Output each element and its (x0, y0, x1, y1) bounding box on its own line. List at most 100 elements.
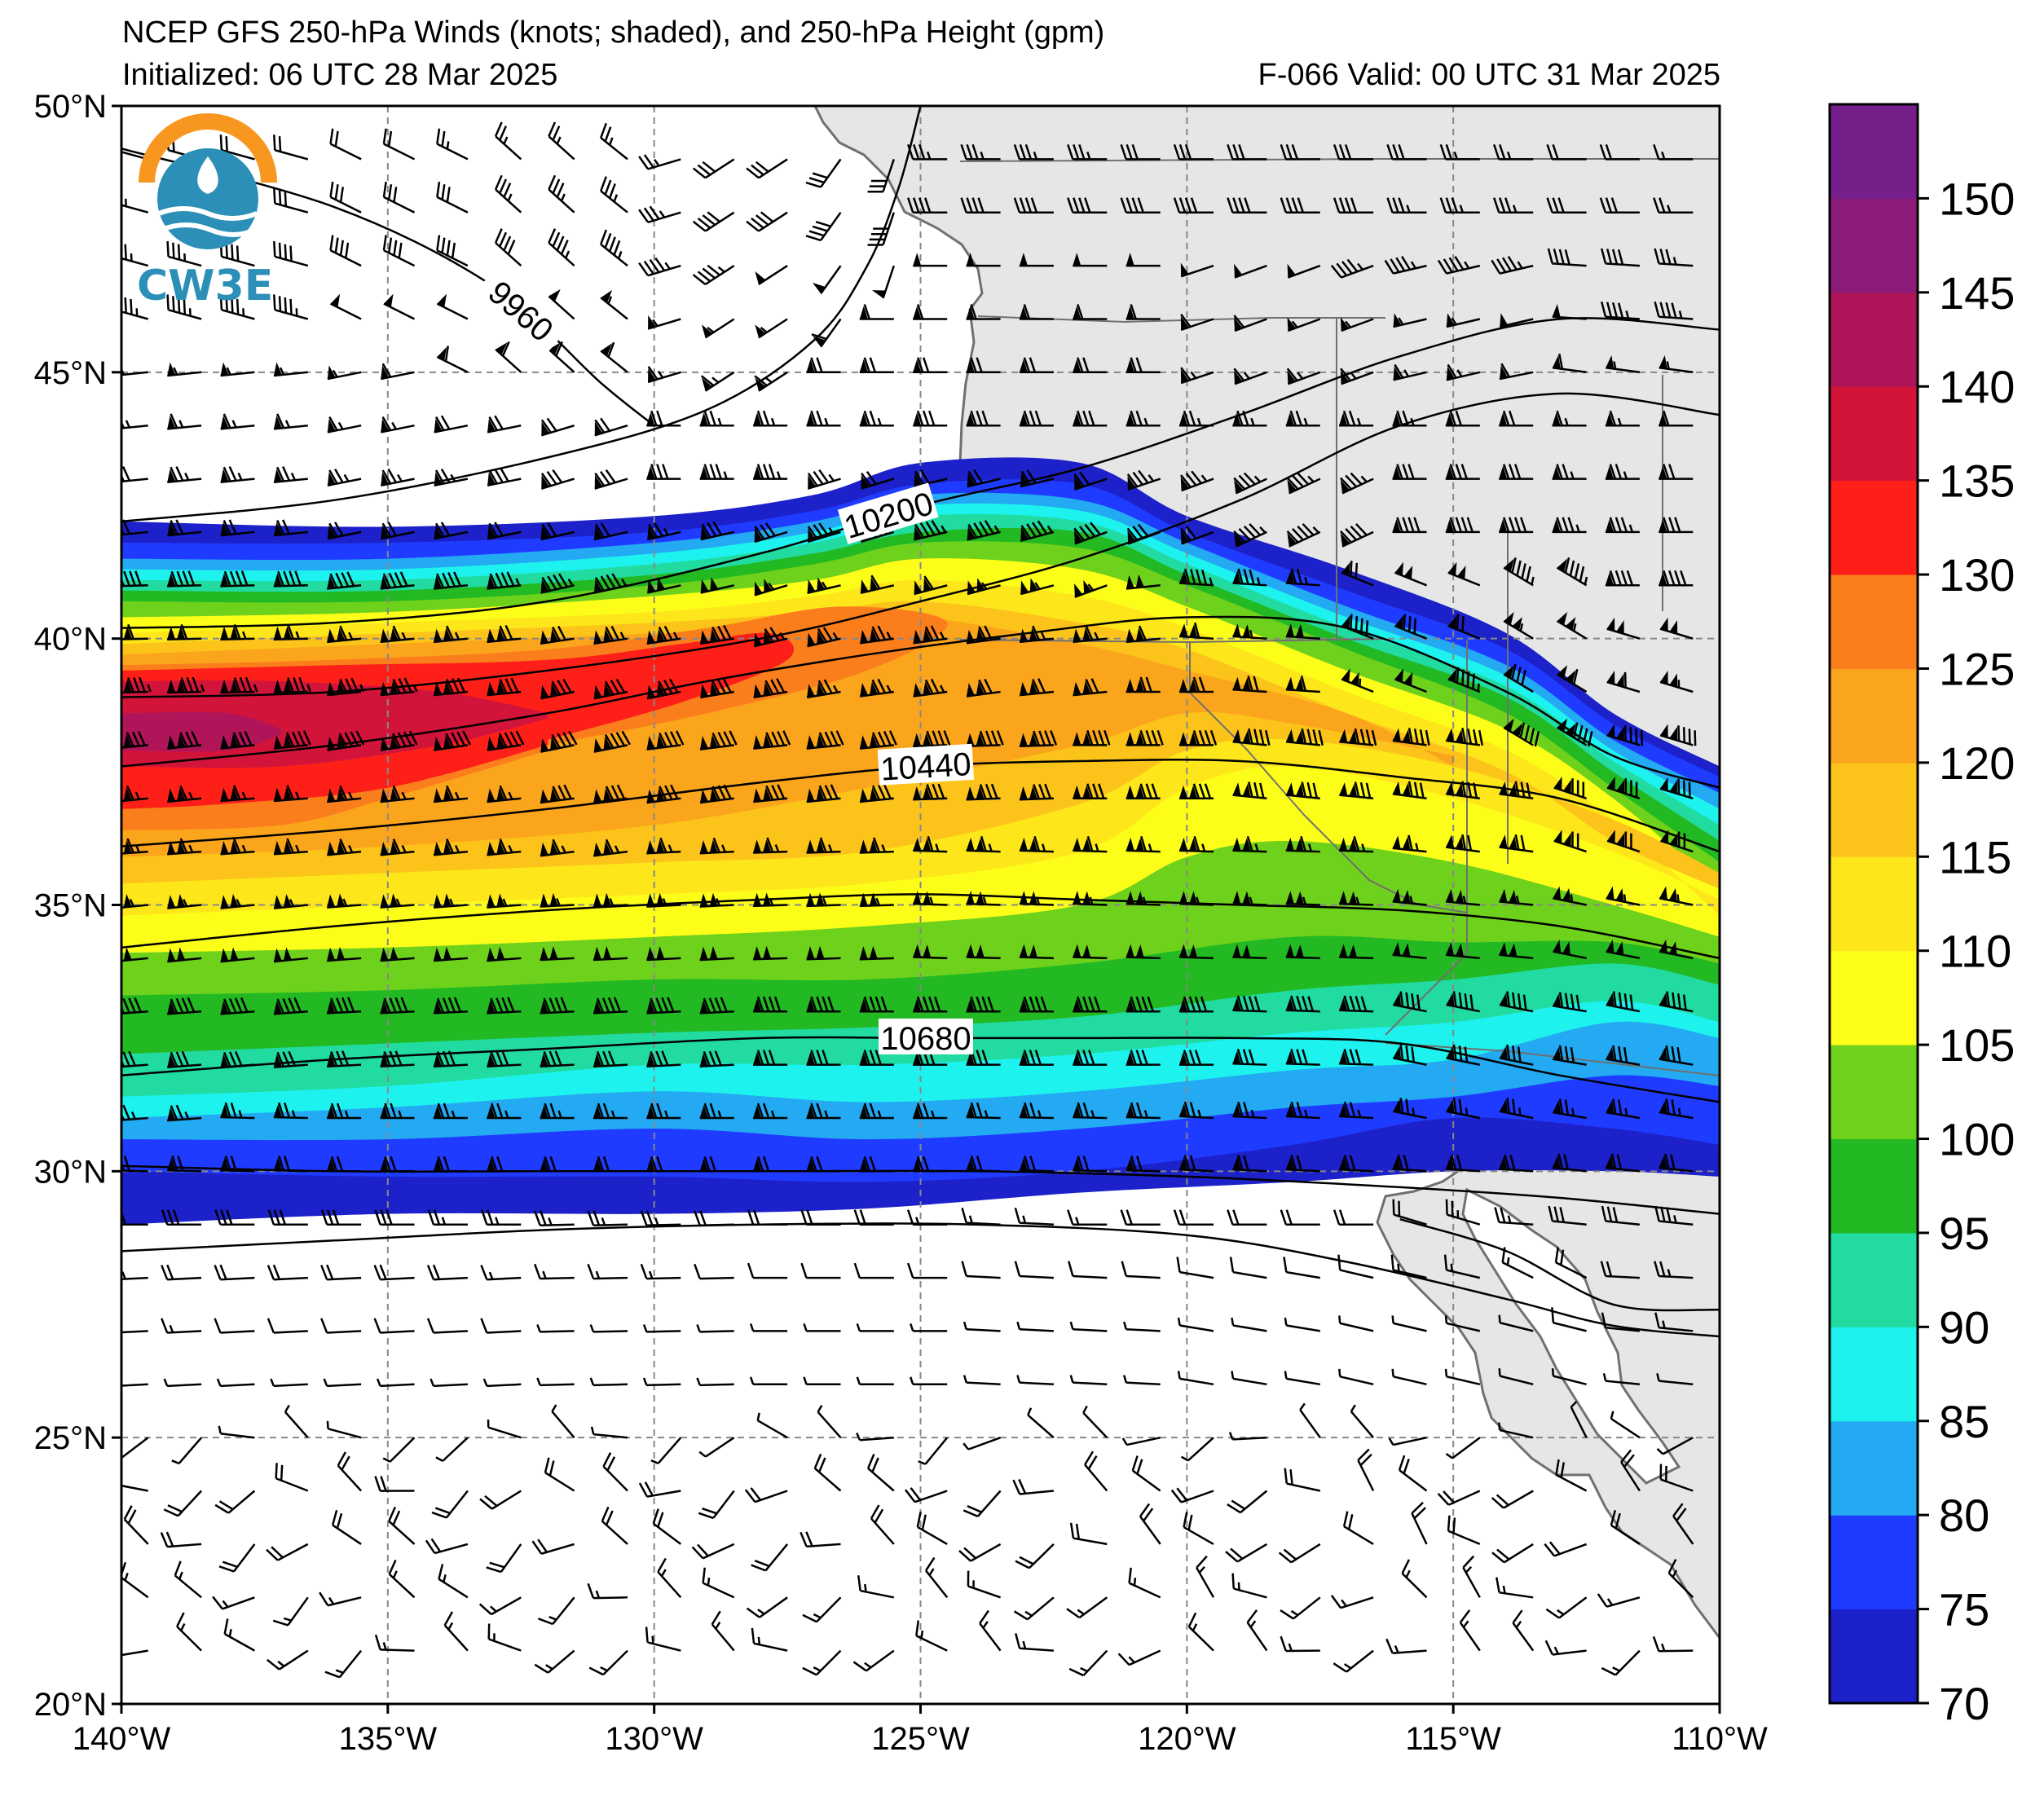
wind-barb (1437, 1490, 1481, 1506)
wind-barb (1447, 614, 1481, 640)
wind-barb (754, 579, 788, 596)
wind-barb (600, 341, 628, 373)
wind-barb (216, 1378, 255, 1388)
wind-barb (852, 1649, 895, 1672)
colorbar-segment (1830, 1515, 1918, 1610)
wind-barb (811, 318, 842, 348)
wind-speed-band (121, 711, 282, 752)
wind-barb (436, 293, 469, 320)
wind-barb (380, 893, 415, 909)
wind-barb (1499, 1154, 1534, 1173)
wind-barb (167, 623, 202, 640)
wind-barb (426, 1318, 468, 1334)
wave-icon (157, 206, 258, 221)
wind-barb (380, 625, 415, 644)
colorbar-tick-label: 130 (1939, 549, 2015, 601)
wind-barb (1019, 944, 1054, 960)
colorbar-segment (1830, 292, 1918, 387)
wind-barb (961, 1207, 1001, 1226)
wind-barb (806, 357, 841, 374)
wind-barb (329, 235, 362, 267)
wind-barb (380, 1156, 415, 1173)
wind-barb (1285, 728, 1324, 746)
wind-barb (918, 1437, 949, 1465)
wind-barb (121, 466, 148, 484)
wind-barb (694, 1263, 734, 1280)
wind-barb (540, 730, 578, 753)
wind-barb (327, 416, 362, 434)
wind-barb (807, 577, 841, 595)
wind-barb (381, 469, 415, 487)
wind-barb (1073, 1050, 1108, 1066)
wind-barb (966, 783, 1001, 801)
wind-barb (1446, 1098, 1481, 1120)
wind-barb (273, 676, 311, 694)
wind-barb (699, 784, 734, 804)
wind-barb (212, 1596, 255, 1610)
wind-barb (1599, 197, 1640, 213)
wind-barb (907, 1262, 948, 1279)
wind-barb (427, 1209, 468, 1226)
wind-barb (700, 521, 734, 541)
wind-barb (699, 730, 738, 751)
lon-tick-label: 135°W (339, 1721, 438, 1757)
wind-barb (587, 1210, 628, 1226)
wind-barb (1019, 1050, 1054, 1066)
wind-barb (1131, 1455, 1161, 1492)
wind-barb (915, 1620, 948, 1652)
wind-barb (960, 197, 1001, 213)
wind-barb (593, 678, 628, 700)
wind-barb (1286, 368, 1321, 385)
wind-barb (1512, 1609, 1535, 1652)
wind-barb (1126, 891, 1161, 906)
wind-barb (1446, 781, 1480, 800)
wind-barb (802, 1596, 842, 1623)
wind-barb (214, 1209, 255, 1226)
wind-barb (494, 121, 522, 161)
wind-barb (870, 1504, 895, 1545)
wind-barb (1232, 1101, 1267, 1120)
wind-barb (1073, 304, 1108, 320)
sun-arc-icon (139, 113, 277, 183)
colorbar-tick-label: 120 (1939, 737, 2015, 789)
wind-barb (699, 946, 734, 962)
wind-barb (691, 1543, 735, 1560)
wind-barb (812, 265, 842, 295)
wind-barb (1552, 1153, 1587, 1173)
height-contour-line (121, 317, 1720, 629)
wind-barb (1556, 665, 1588, 693)
wind-barb (646, 625, 681, 645)
wind-barb (1339, 995, 1374, 1013)
wind-barb (326, 1420, 362, 1439)
wind-barb (220, 997, 255, 1015)
wind-barb (1187, 1612, 1214, 1652)
wind-barb (1232, 410, 1267, 427)
wind-barb (166, 294, 202, 320)
wind-barb (121, 136, 149, 161)
wind-barb (646, 946, 681, 962)
wind-barb (376, 1378, 415, 1388)
wind-barb (327, 469, 362, 487)
wind-barb (805, 211, 842, 242)
wind-barb (1602, 1373, 1641, 1386)
wind-barb (373, 1264, 415, 1281)
wind-barb (1659, 570, 1694, 587)
wind-barb (1393, 1098, 1427, 1120)
wind-barb (323, 1378, 362, 1388)
wind-barb (1016, 1375, 1054, 1386)
wind-barb (1491, 256, 1534, 275)
wind-barb (1284, 1317, 1321, 1332)
wind-barb (800, 1531, 841, 1548)
wind-barb (540, 625, 575, 645)
wind-barb (966, 1102, 1001, 1120)
wind-barb (749, 1376, 788, 1386)
lat-tick-label: 50°N (34, 89, 107, 125)
wind-barb (273, 466, 308, 484)
wind-barb (380, 839, 415, 856)
wind-barb (480, 1318, 522, 1334)
wind-barb (1232, 676, 1267, 693)
wind-barb (425, 1538, 469, 1555)
wind-barb (327, 571, 362, 590)
cw3e-logo: CW3E (137, 113, 277, 310)
wind-barb (220, 894, 255, 909)
